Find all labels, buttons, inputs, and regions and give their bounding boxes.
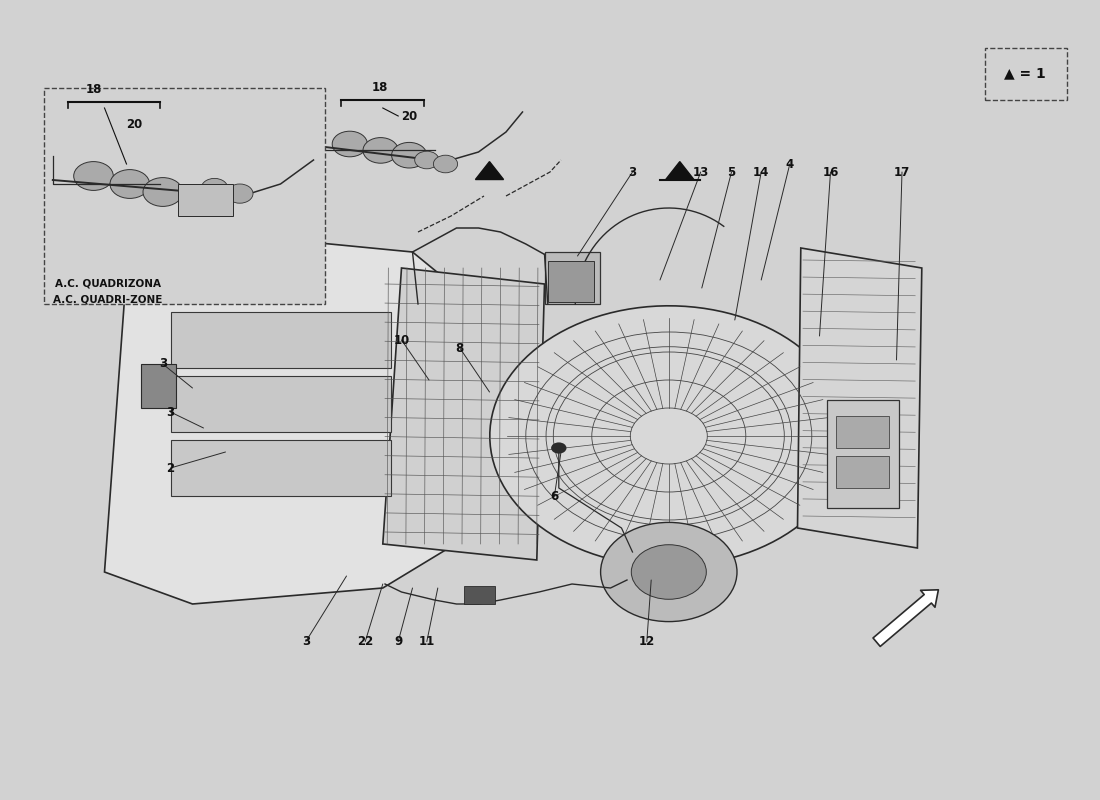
Circle shape bbox=[74, 162, 113, 190]
Polygon shape bbox=[490, 306, 848, 566]
Polygon shape bbox=[383, 268, 544, 560]
Polygon shape bbox=[798, 248, 922, 548]
Bar bbox=[827, 400, 899, 508]
Circle shape bbox=[110, 170, 150, 198]
Circle shape bbox=[227, 184, 253, 203]
Text: 2: 2 bbox=[166, 462, 175, 474]
Text: 3: 3 bbox=[628, 166, 637, 178]
Text: 11: 11 bbox=[419, 635, 435, 648]
Text: 17: 17 bbox=[894, 166, 910, 178]
FancyArrowPatch shape bbox=[873, 590, 938, 646]
Circle shape bbox=[392, 142, 427, 168]
Bar bbox=[170, 376, 390, 432]
Bar bbox=[544, 252, 600, 304]
Text: A.C. QUADRIZONA: A.C. QUADRIZONA bbox=[55, 279, 161, 289]
Text: 10: 10 bbox=[394, 334, 409, 346]
Text: 4: 4 bbox=[785, 158, 794, 170]
Text: 12: 12 bbox=[639, 635, 654, 648]
Text: 14: 14 bbox=[754, 166, 769, 178]
Text: 13: 13 bbox=[693, 166, 708, 178]
Bar bbox=[170, 312, 390, 368]
FancyBboxPatch shape bbox=[984, 48, 1067, 100]
Polygon shape bbox=[475, 162, 504, 179]
Text: 18: 18 bbox=[86, 83, 101, 96]
Text: 9: 9 bbox=[394, 635, 403, 648]
Circle shape bbox=[631, 545, 706, 599]
Text: 3: 3 bbox=[158, 358, 167, 370]
Text: 5: 5 bbox=[727, 166, 736, 178]
Polygon shape bbox=[666, 162, 694, 179]
Text: 3: 3 bbox=[301, 635, 310, 648]
Text: eurocars: eurocars bbox=[284, 382, 640, 450]
Bar bbox=[836, 456, 889, 488]
FancyBboxPatch shape bbox=[44, 88, 324, 304]
Circle shape bbox=[143, 178, 183, 206]
Text: 3: 3 bbox=[166, 406, 175, 418]
Text: 16: 16 bbox=[823, 166, 838, 178]
Text: 6: 6 bbox=[550, 490, 559, 502]
Circle shape bbox=[201, 178, 228, 198]
Text: 20: 20 bbox=[402, 110, 418, 122]
Circle shape bbox=[332, 131, 367, 157]
Bar bbox=[141, 364, 176, 408]
Circle shape bbox=[433, 155, 458, 173]
Text: ▲ = 1: ▲ = 1 bbox=[1004, 66, 1046, 81]
Polygon shape bbox=[104, 236, 456, 604]
Text: 22: 22 bbox=[358, 635, 373, 648]
Circle shape bbox=[601, 522, 737, 622]
Text: A.C. QUADRI-ZONE: A.C. QUADRI-ZONE bbox=[53, 295, 163, 305]
Bar bbox=[464, 586, 495, 604]
Bar bbox=[548, 261, 594, 302]
Bar bbox=[170, 440, 390, 496]
Text: 8: 8 bbox=[455, 342, 464, 354]
Circle shape bbox=[551, 442, 566, 454]
Circle shape bbox=[363, 138, 398, 163]
Circle shape bbox=[415, 151, 439, 169]
Bar bbox=[178, 184, 233, 216]
Text: 18: 18 bbox=[372, 81, 387, 94]
Bar bbox=[836, 416, 889, 448]
Text: 20: 20 bbox=[126, 118, 143, 130]
